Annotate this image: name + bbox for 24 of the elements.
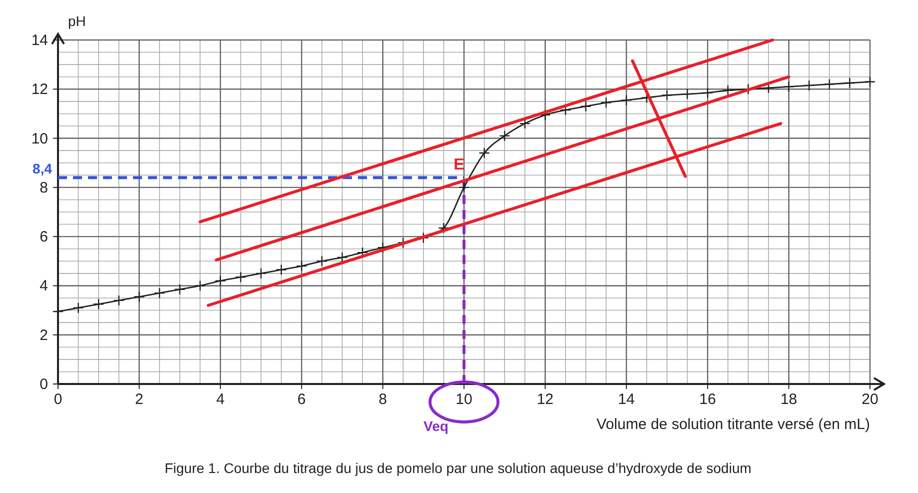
y-tick-label: 0 bbox=[40, 376, 48, 393]
y-tick-label: 10 bbox=[31, 130, 48, 148]
x-tick-label: 8 bbox=[378, 391, 387, 408]
x-tick-label: 0 bbox=[54, 391, 62, 408]
x-tick-label: 14 bbox=[618, 391, 635, 408]
y-tick-label: 6 bbox=[40, 228, 48, 246]
x-tick-label: 12 bbox=[536, 391, 554, 408]
x-tick-label: 16 bbox=[699, 391, 716, 408]
x-tick-label: 20 bbox=[862, 391, 878, 408]
y-tick-label: 14 bbox=[31, 32, 48, 49]
x-tick-label: 2 bbox=[135, 391, 144, 408]
y-tick-label: 4 bbox=[40, 278, 48, 295]
y-axis-title: pH bbox=[68, 13, 86, 29]
x-axis-title: Volume de solution titrante versé (en mL) bbox=[596, 416, 870, 433]
ref-line-label: 8,4 bbox=[32, 160, 52, 177]
x-tick-label: 4 bbox=[216, 391, 225, 408]
y-tick-label: 8 bbox=[40, 179, 48, 196]
y-tick-label: 12 bbox=[31, 81, 48, 98]
y-tick-label: 2 bbox=[40, 326, 48, 344]
x-tick-label: 10 bbox=[456, 391, 472, 408]
ref-line-label: Veq bbox=[424, 418, 448, 434]
caption: Figure 1. Courbe du titrage du jus de pomelo par une solution aqueuse d’hydroxyde de sodium bbox=[164, 460, 752, 476]
x-tick-label: 18 bbox=[780, 391, 798, 408]
x-tick-label: 6 bbox=[297, 391, 306, 408]
